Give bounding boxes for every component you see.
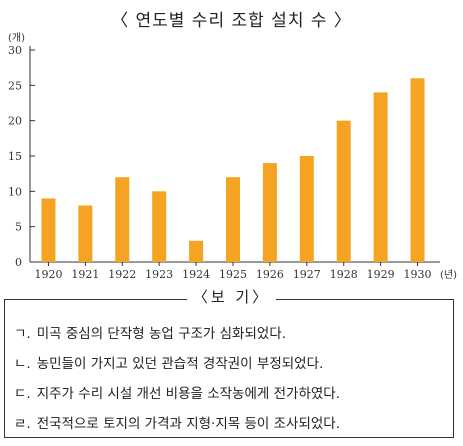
bar — [78, 205, 93, 262]
y-tick-label: 30 — [8, 44, 22, 57]
x-tick-label: 1923 — [145, 268, 173, 281]
x-tick-label: 1925 — [219, 268, 247, 281]
option-item: ㄷ. 지주가 수리 시설 개선 비용을 소작농에게 전가하였다. — [14, 382, 340, 402]
y-tick-label: 15 — [8, 150, 22, 163]
x-tick-label: 1928 — [330, 268, 358, 281]
x-tick-label: 1926 — [256, 268, 284, 281]
y-tick-label: 10 — [8, 185, 22, 198]
x-axis-unit: (년) — [440, 269, 457, 281]
option-text: 지주가 수리 시설 개선 비용을 소작농에게 전가하였다. — [36, 386, 340, 402]
x-axis: 1920 1921 1922 1923 1924 1925 1926 1927 1928 1929… — [30, 261, 440, 281]
bar — [373, 92, 388, 263]
bar — [41, 198, 56, 262]
option-text: 전국적으로 토지의 가격과 지형·지목 등이 조사되었다. — [36, 416, 340, 432]
x-tick-label: 1927 — [293, 268, 321, 281]
y-axis-unit: (개) — [8, 32, 25, 44]
x-tick-label: 1930 — [404, 268, 432, 281]
option-marker: ㄴ. — [14, 356, 31, 372]
option-marker: ㄱ. — [14, 326, 31, 342]
y-tick-label: 20 — [8, 115, 22, 128]
x-tick-label: 1921 — [71, 268, 99, 281]
options-header: 〈보 기〉 — [0, 286, 463, 307]
option-marker: ㄷ. — [14, 386, 31, 402]
option-text: 미곡 중심의 단작형 농업 구조가 심화되었다. — [36, 326, 287, 342]
chart-title: 〈 연도별 수리 조합 설치 수 〉 — [111, 11, 352, 31]
y-tick-label: 25 — [8, 79, 22, 92]
option-marker: ㄹ. — [14, 416, 31, 432]
x-tick-label: 1929 — [367, 268, 395, 281]
y-axis: 0 5 10 15 20 25 30 — [8, 44, 35, 269]
bar — [115, 177, 130, 262]
x-tick-label: 1922 — [108, 268, 136, 281]
y-tick-label: 5 — [15, 221, 22, 234]
option-text: 농민들이 가지고 있던 관습적 경작권이 부정되었다. — [36, 356, 324, 372]
option-item: ㄴ. 농민들이 가지고 있던 관습적 경작권이 부정되었다. — [14, 352, 323, 372]
options-header-label: 〈보 기〉 — [186, 288, 277, 306]
bar — [410, 78, 425, 263]
bars — [41, 78, 425, 263]
bar — [336, 120, 351, 263]
y-tick-label: 0 — [15, 256, 22, 269]
bar — [189, 240, 204, 262]
option-item: ㄹ. 전국적으로 토지의 가격과 지형·지목 등이 조사되었다. — [14, 412, 340, 432]
option-item: ㄱ. 미곡 중심의 단작형 농업 구조가 심화되었다. — [14, 322, 286, 342]
bar — [262, 163, 277, 262]
x-tick-label: 1924 — [182, 268, 210, 281]
bar — [226, 177, 240, 262]
x-tick-label: 1920 — [34, 268, 62, 281]
bar — [299, 156, 314, 262]
bar — [152, 191, 167, 262]
